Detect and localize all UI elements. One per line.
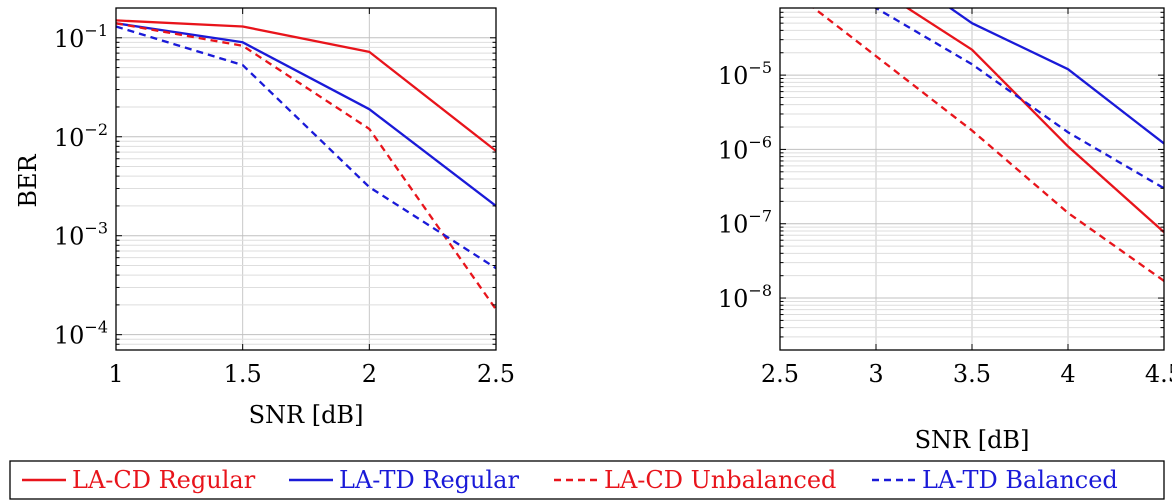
legend-label: LA-CD Regular (72, 466, 256, 494)
left-plot-frame (115, 7, 497, 351)
legend-entry-la-cd-regular: LA-CD Regular (22, 466, 256, 494)
left-x-tick-label: 1.5 (224, 360, 262, 388)
left-x-tick-label: 2.5 (477, 360, 515, 388)
right-y-tick-label: 10−7 (718, 207, 772, 239)
right-plot-ticks: 2.5 3 3.5 4 4.5 10−5 10−6 10−7 10−8 (718, 7, 1172, 388)
legend-label: LA-TD Balanced (922, 466, 1118, 494)
right-x-tick-label: 4.5 (1145, 360, 1172, 388)
right-plot: 2.5 3 3.5 4 4.5 10−5 10−6 10−7 10−8 SNR [dB] (718, 7, 1172, 454)
left-series-la-cd-unbalanced (116, 22, 496, 311)
left-y-tick-label: 10−1 (54, 21, 108, 53)
left-plot-series (116, 19, 496, 311)
legend-label: LA-TD Regular (339, 466, 519, 494)
legend-entry-la-td-regular: LA-TD Regular (289, 466, 519, 494)
right-series-la-cd-regular (905, 8, 1164, 234)
left-series-la-td-balanced (116, 25, 496, 270)
right-y-tick-label: 10−5 (718, 58, 772, 90)
right-series-la-cd-unbalanced (811, 8, 1164, 282)
right-series-la-td-balanced (873, 8, 1164, 190)
legend: LA-CD Regular LA-TD Regular LA-CD Unbalanc… (9, 460, 1165, 500)
right-x-axis-label: SNR [dB] (915, 426, 1030, 454)
left-y-tick-label: 10−3 (54, 219, 108, 251)
left-series-la-cd-regular (116, 19, 496, 152)
right-series-la-td-regular (948, 8, 1164, 145)
right-y-tick-label: 10−8 (718, 281, 772, 313)
right-plot-series (811, 8, 1164, 282)
right-x-tick-label: 3.5 (953, 360, 991, 388)
legend-box (9, 460, 1165, 500)
right-x-tick-label: 3 (868, 360, 883, 388)
left-plot: 1 1.5 2 2.5 10−1 10−2 10−3 10−4 SNR [dB] BER (14, 7, 515, 429)
left-y-tick-label: 10−2 (54, 120, 108, 152)
legend-label: LA-CD Unbalanced (604, 466, 836, 494)
left-x-axis-label: SNR [dB] (249, 401, 364, 429)
left-series-la-td-regular (116, 22, 496, 207)
right-y-tick-label: 10−6 (718, 132, 772, 164)
legend-entry-la-td-balanced: LA-TD Balanced (872, 466, 1118, 494)
left-y-tick-label: 10−4 (54, 318, 108, 350)
legend-entry-la-cd-unbalanced: LA-CD Unbalanced (554, 466, 836, 494)
right-x-tick-label: 4 (1060, 360, 1075, 388)
right-x-tick-label: 2.5 (761, 360, 799, 388)
left-x-tick-label: 1 (108, 360, 123, 388)
left-plot-grid (115, 7, 497, 351)
right-plot-grid (779, 7, 1165, 351)
left-plot-ticks: 1 1.5 2 2.5 10−1 10−2 10−3 10−4 (54, 7, 515, 388)
left-x-tick-label: 2 (362, 360, 377, 388)
left-y-axis-label: BER (14, 153, 42, 207)
